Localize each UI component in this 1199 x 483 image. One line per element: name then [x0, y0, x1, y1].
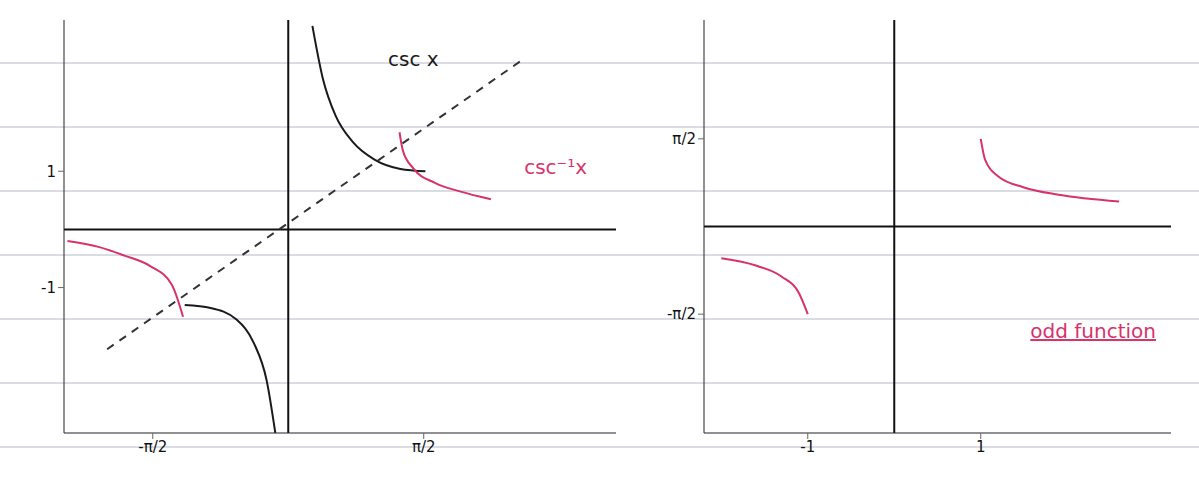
svg-text:-π/2: -π/2 [667, 305, 696, 323]
svg-text:π/2: π/2 [672, 130, 696, 148]
svg-text:-π/2: -π/2 [138, 438, 167, 456]
svg-text:-1: -1 [41, 279, 56, 297]
svg-text:π/2: π/2 [412, 438, 436, 456]
svg-text:csc x: csc x [388, 47, 439, 71]
svg-text:-1: -1 [800, 438, 815, 456]
svg-text:csc⁻¹x: csc⁻¹x [524, 155, 587, 179]
svg-text:1: 1 [976, 438, 986, 456]
svg-text:1: 1 [46, 163, 56, 181]
svg-text:odd function: odd function [1030, 319, 1156, 343]
